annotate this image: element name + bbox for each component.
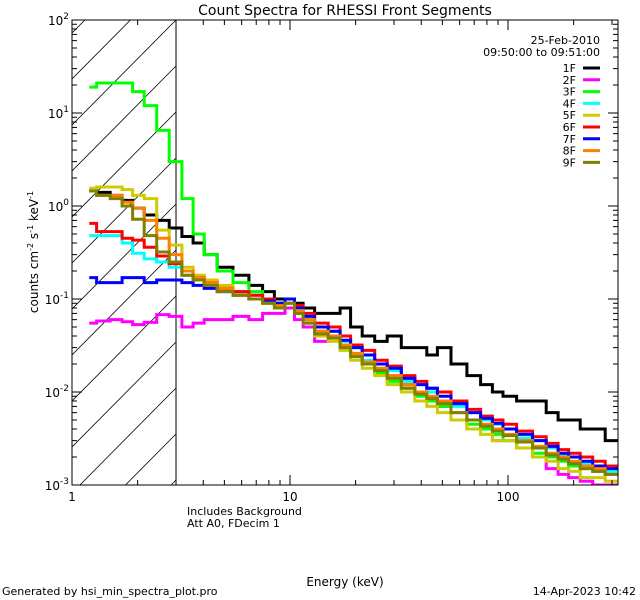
legend-label-6F: 6F	[563, 121, 576, 134]
y-axis-label-part: s	[27, 233, 41, 243]
hatch-line	[72, 157, 177, 264]
y-axis-label-part: -1	[26, 225, 35, 233]
series-9F	[89, 189, 618, 476]
y-tick-label: 10-3	[45, 477, 69, 493]
hatch-line	[170, 479, 177, 485]
x-tick-label: 100	[497, 490, 520, 504]
excluded-region-hatch	[72, 20, 177, 485]
y-tick-label: 102	[48, 12, 69, 28]
x-axis-label: Energy (keV)	[306, 575, 383, 589]
y-tick-label: 10-2	[45, 384, 69, 400]
legend-label-7F: 7F	[563, 133, 576, 146]
y-tick-label: 100	[48, 198, 69, 214]
hatch-line	[72, 20, 86, 34]
plot-frame	[71, 19, 619, 486]
hatch-line	[72, 249, 177, 356]
y-axis-label-part: -2	[26, 243, 35, 251]
annotation-attenuator: Att A0, FDecim 1	[187, 517, 280, 530]
y-axis-label: counts cm-2 s-1 keV-1	[26, 191, 41, 313]
hatch-line	[72, 20, 131, 80]
hatch-line	[72, 341, 177, 448]
x-tick-label: 1	[68, 490, 76, 504]
hatch-line	[72, 295, 177, 402]
annotation-background: Includes Background	[187, 505, 302, 518]
hatch-line	[72, 20, 177, 126]
legend-label-8F: 8F	[563, 145, 576, 158]
hatch-line	[72, 65, 177, 172]
series-1F	[89, 188, 618, 443]
legend-label-1F: 1F	[563, 62, 576, 75]
legend-date: 25-Feb-2010	[531, 34, 600, 47]
y-axis-label-part: -1	[26, 191, 35, 199]
footer-generated-by: Generated by hsi_min_spectra_plot.pro	[2, 585, 218, 598]
axes: 1 10 100 102 101 100 10-1 10-2 10-3	[45, 12, 619, 504]
series-7F	[89, 276, 618, 471]
hatch-line	[79, 387, 177, 485]
y-axis-label-part: counts cm	[27, 251, 41, 313]
y-tick-label: 10-1	[45, 291, 69, 307]
legend-label-9F: 9F	[563, 156, 576, 169]
legend-label-2F: 2F	[563, 74, 576, 87]
legend-label-4F: 4F	[563, 97, 576, 110]
y-tick-label: 101	[48, 105, 69, 121]
legend-label-5F: 5F	[563, 109, 576, 122]
series-5F	[89, 185, 618, 483]
x-tick-label: 10	[282, 490, 297, 504]
hatch-line	[125, 433, 177, 485]
y-axis-label-part: keV	[27, 198, 41, 225]
chart-title: Count Spectra for RHESSI Front Segments	[198, 3, 492, 19]
series-group	[89, 81, 618, 485]
legend-time-range: 09:50:00 to 09:51:00	[483, 46, 600, 59]
legend-label-3F: 3F	[563, 86, 576, 99]
footer-timestamp: 14-Apr-2023 10:42	[533, 585, 636, 598]
